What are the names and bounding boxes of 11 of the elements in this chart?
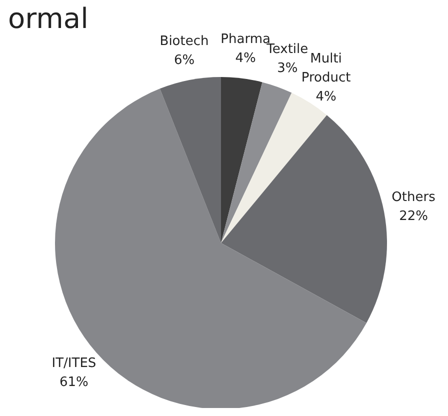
pie-slice	[221, 77, 262, 243]
data-label: 6%	[174, 52, 195, 68]
data-label: 22%	[399, 208, 428, 224]
slice-label: Biotech	[160, 33, 209, 48]
slice-label: Others	[392, 189, 436, 204]
data-label: 3%	[277, 60, 298, 76]
slice-label: IT/ITES	[52, 356, 96, 371]
data-label: 61%	[60, 374, 88, 390]
data-label: 4%	[316, 89, 336, 104]
chart-title: ormal	[8, 2, 88, 36]
data-label: 4%	[235, 50, 256, 66]
